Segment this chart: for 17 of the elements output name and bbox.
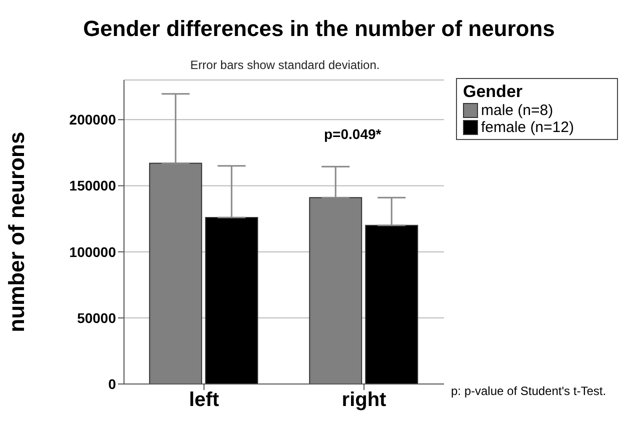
bar (205, 216, 258, 384)
text: p: p-value of Student's t-Test. (451, 384, 606, 398)
y-tick-label: 0 (108, 376, 116, 392)
x-tick-label: left (189, 389, 220, 412)
y-tick-label: 100000 (69, 244, 116, 260)
y-tick-label: 50000 (77, 310, 116, 326)
chart-title: Gender differences in the number of neurons (82, 16, 556, 42)
y-tick-label: 150000 (69, 178, 116, 194)
y-tick-label: 200000 (69, 112, 116, 128)
chart-subtitle: Error bars show standard deviation. (189, 58, 381, 72)
annotation: p=0.049* (324, 126, 382, 142)
legend-label: male (n=8) (480, 102, 554, 119)
legend-title: Gender (463, 82, 524, 102)
legend-label: female (n=12) (480, 119, 575, 136)
y-axis-title: number of neurons (4, 132, 29, 332)
bar (365, 224, 418, 384)
x-tick-label: right (342, 389, 387, 412)
